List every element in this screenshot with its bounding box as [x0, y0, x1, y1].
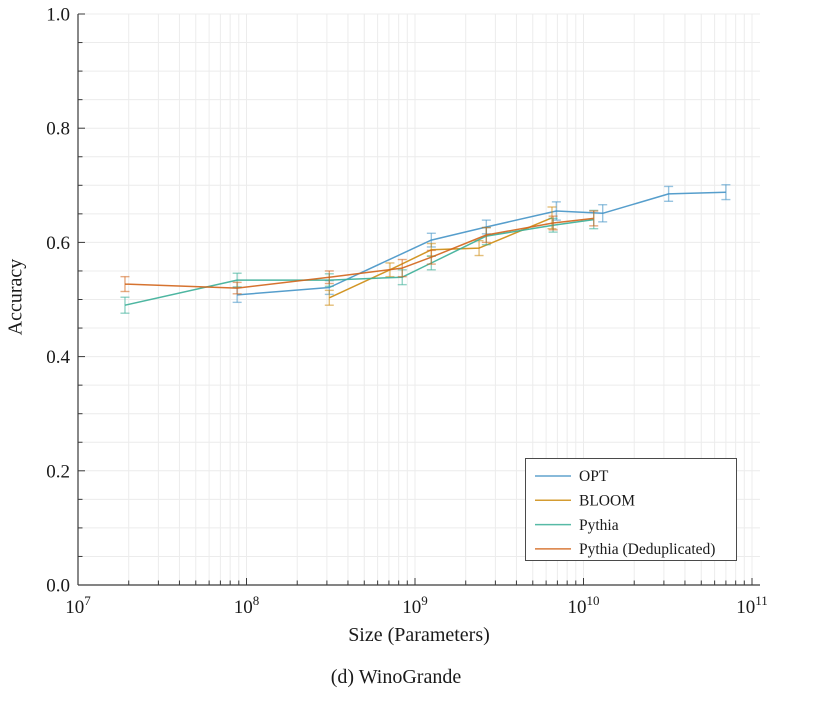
series-pythia-line — [124, 218, 594, 306]
legend-item-pythia-deduplicated: Pythia (Deduplicated) — [535, 541, 715, 558]
y-tick-label: 0.8 — [46, 119, 70, 140]
x-axis-label: Size (Parameters) — [348, 624, 490, 646]
series-pythia-deduplicated-line — [124, 217, 594, 289]
series-pythia-deduplicated-errorbars — [120, 210, 599, 295]
x-tick-label: 107 — [65, 593, 91, 618]
y-tick-label: 0.6 — [46, 233, 70, 254]
legend-item-bloom: BLOOM — [535, 493, 635, 510]
legend-item-opt: OPT — [535, 468, 609, 485]
x-tick-label: 109 — [402, 593, 428, 618]
y-tick-label: 1.0 — [46, 5, 70, 26]
figure-caption: (d) WinoGrande — [330, 666, 462, 688]
series-pythia-errorbars — [120, 209, 599, 314]
legend-label: Pythia — [579, 517, 619, 534]
y-tick-labels: 0.0 0.2 0.4 0.6 0.8 1.0 — [46, 5, 70, 597]
y-tick-label: 0.2 — [46, 461, 70, 482]
y-tick-label: 0.4 — [46, 347, 70, 368]
y-axis-label: Accuracy — [4, 258, 27, 336]
x-tick-labels: 107 108 109 1010 1011 — [65, 593, 768, 618]
series-opt-errorbars — [232, 184, 731, 304]
legend-label: OPT — [579, 468, 609, 485]
x-tick-label: 1011 — [736, 593, 768, 618]
ticks — [77, 13, 753, 586]
series-bloom-errorbars — [324, 206, 557, 306]
legend: OPT BLOOM Pythia Pythia (Deduplicated) — [525, 458, 737, 561]
x-tick-label: 108 — [234, 593, 260, 618]
legend-label: Pythia (Deduplicated) — [579, 541, 715, 558]
x-tick-label: 1010 — [568, 593, 600, 618]
y-tick-label: 0.0 — [46, 576, 70, 597]
legend-label: BLOOM — [579, 493, 635, 510]
legend-item-pythia: Pythia — [535, 517, 619, 534]
